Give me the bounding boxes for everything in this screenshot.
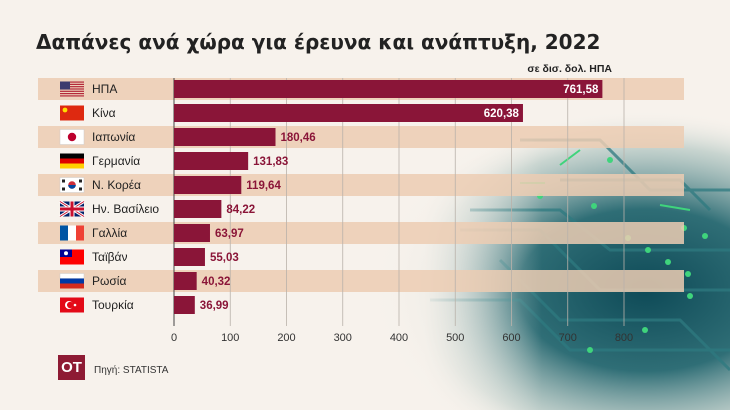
country-label: Κίνα xyxy=(92,106,116,120)
value-label: 63,97 xyxy=(215,228,244,240)
value-label: 131,83 xyxy=(253,156,288,168)
chart-title: Δαπάνες ανά χώρα για έρευνα και ανάπτυξη… xyxy=(36,30,601,54)
de-flag-icon xyxy=(60,153,84,169)
source-note: Πηγή: STATISTA xyxy=(94,365,169,376)
bar xyxy=(174,152,249,170)
x-tick-label: 600 xyxy=(502,332,520,344)
value-label: 761,58 xyxy=(563,84,599,96)
bar xyxy=(174,296,195,314)
value-label: 36,99 xyxy=(200,300,229,312)
us-flag-icon xyxy=(60,81,84,97)
jp-flag-icon xyxy=(59,129,85,145)
country-label: Ταϊβάν xyxy=(92,250,127,264)
cn-flag-icon xyxy=(60,105,84,121)
value-label: 84,22 xyxy=(226,204,255,216)
country-label: Τουρκία xyxy=(92,298,134,312)
bar xyxy=(174,176,242,194)
row-stripe xyxy=(38,270,684,292)
country-label: Γαλλία xyxy=(92,226,127,240)
x-tick-label: 500 xyxy=(446,332,464,344)
country-label: ΗΠΑ xyxy=(92,82,117,96)
bar xyxy=(174,272,197,290)
gb-flag-icon xyxy=(59,200,85,218)
ot-logo: OT xyxy=(58,355,85,380)
country-label: Ν. Κορέα xyxy=(92,178,141,192)
bar xyxy=(174,248,205,266)
value-label: 40,32 xyxy=(202,276,231,288)
x-tick-label: 400 xyxy=(390,332,408,344)
tw-flag-icon xyxy=(60,249,84,265)
value-label: 119,64 xyxy=(246,180,281,192)
x-tick-label: 0 xyxy=(171,332,177,344)
row-stripe xyxy=(38,222,684,244)
value-label: 55,03 xyxy=(210,252,239,264)
value-label: 180,46 xyxy=(281,132,316,144)
fr-flag-icon xyxy=(60,225,84,241)
country-label: Γερμανία xyxy=(92,154,140,168)
x-tick-label: 800 xyxy=(615,332,633,344)
bar xyxy=(174,104,523,122)
kr-flag-icon xyxy=(59,177,85,193)
bar xyxy=(174,80,603,98)
country-label: Ιαπωνία xyxy=(92,130,135,144)
ru-flag-icon xyxy=(59,273,85,289)
country-label: Ρωσία xyxy=(92,274,126,288)
value-label: 620,38 xyxy=(484,108,520,120)
country-label: Ην. Βασίλειο xyxy=(92,202,159,216)
bar xyxy=(174,128,276,146)
bar xyxy=(174,224,210,242)
x-tick-label: 700 xyxy=(559,332,577,344)
bar xyxy=(174,200,222,218)
unit-label: σε δισ. δολ. ΗΠΑ xyxy=(527,63,612,75)
x-tick-label: 200 xyxy=(277,332,295,344)
x-tick-label: 300 xyxy=(334,332,352,344)
tr-flag-icon xyxy=(60,297,84,313)
x-tick-label: 100 xyxy=(221,332,239,344)
